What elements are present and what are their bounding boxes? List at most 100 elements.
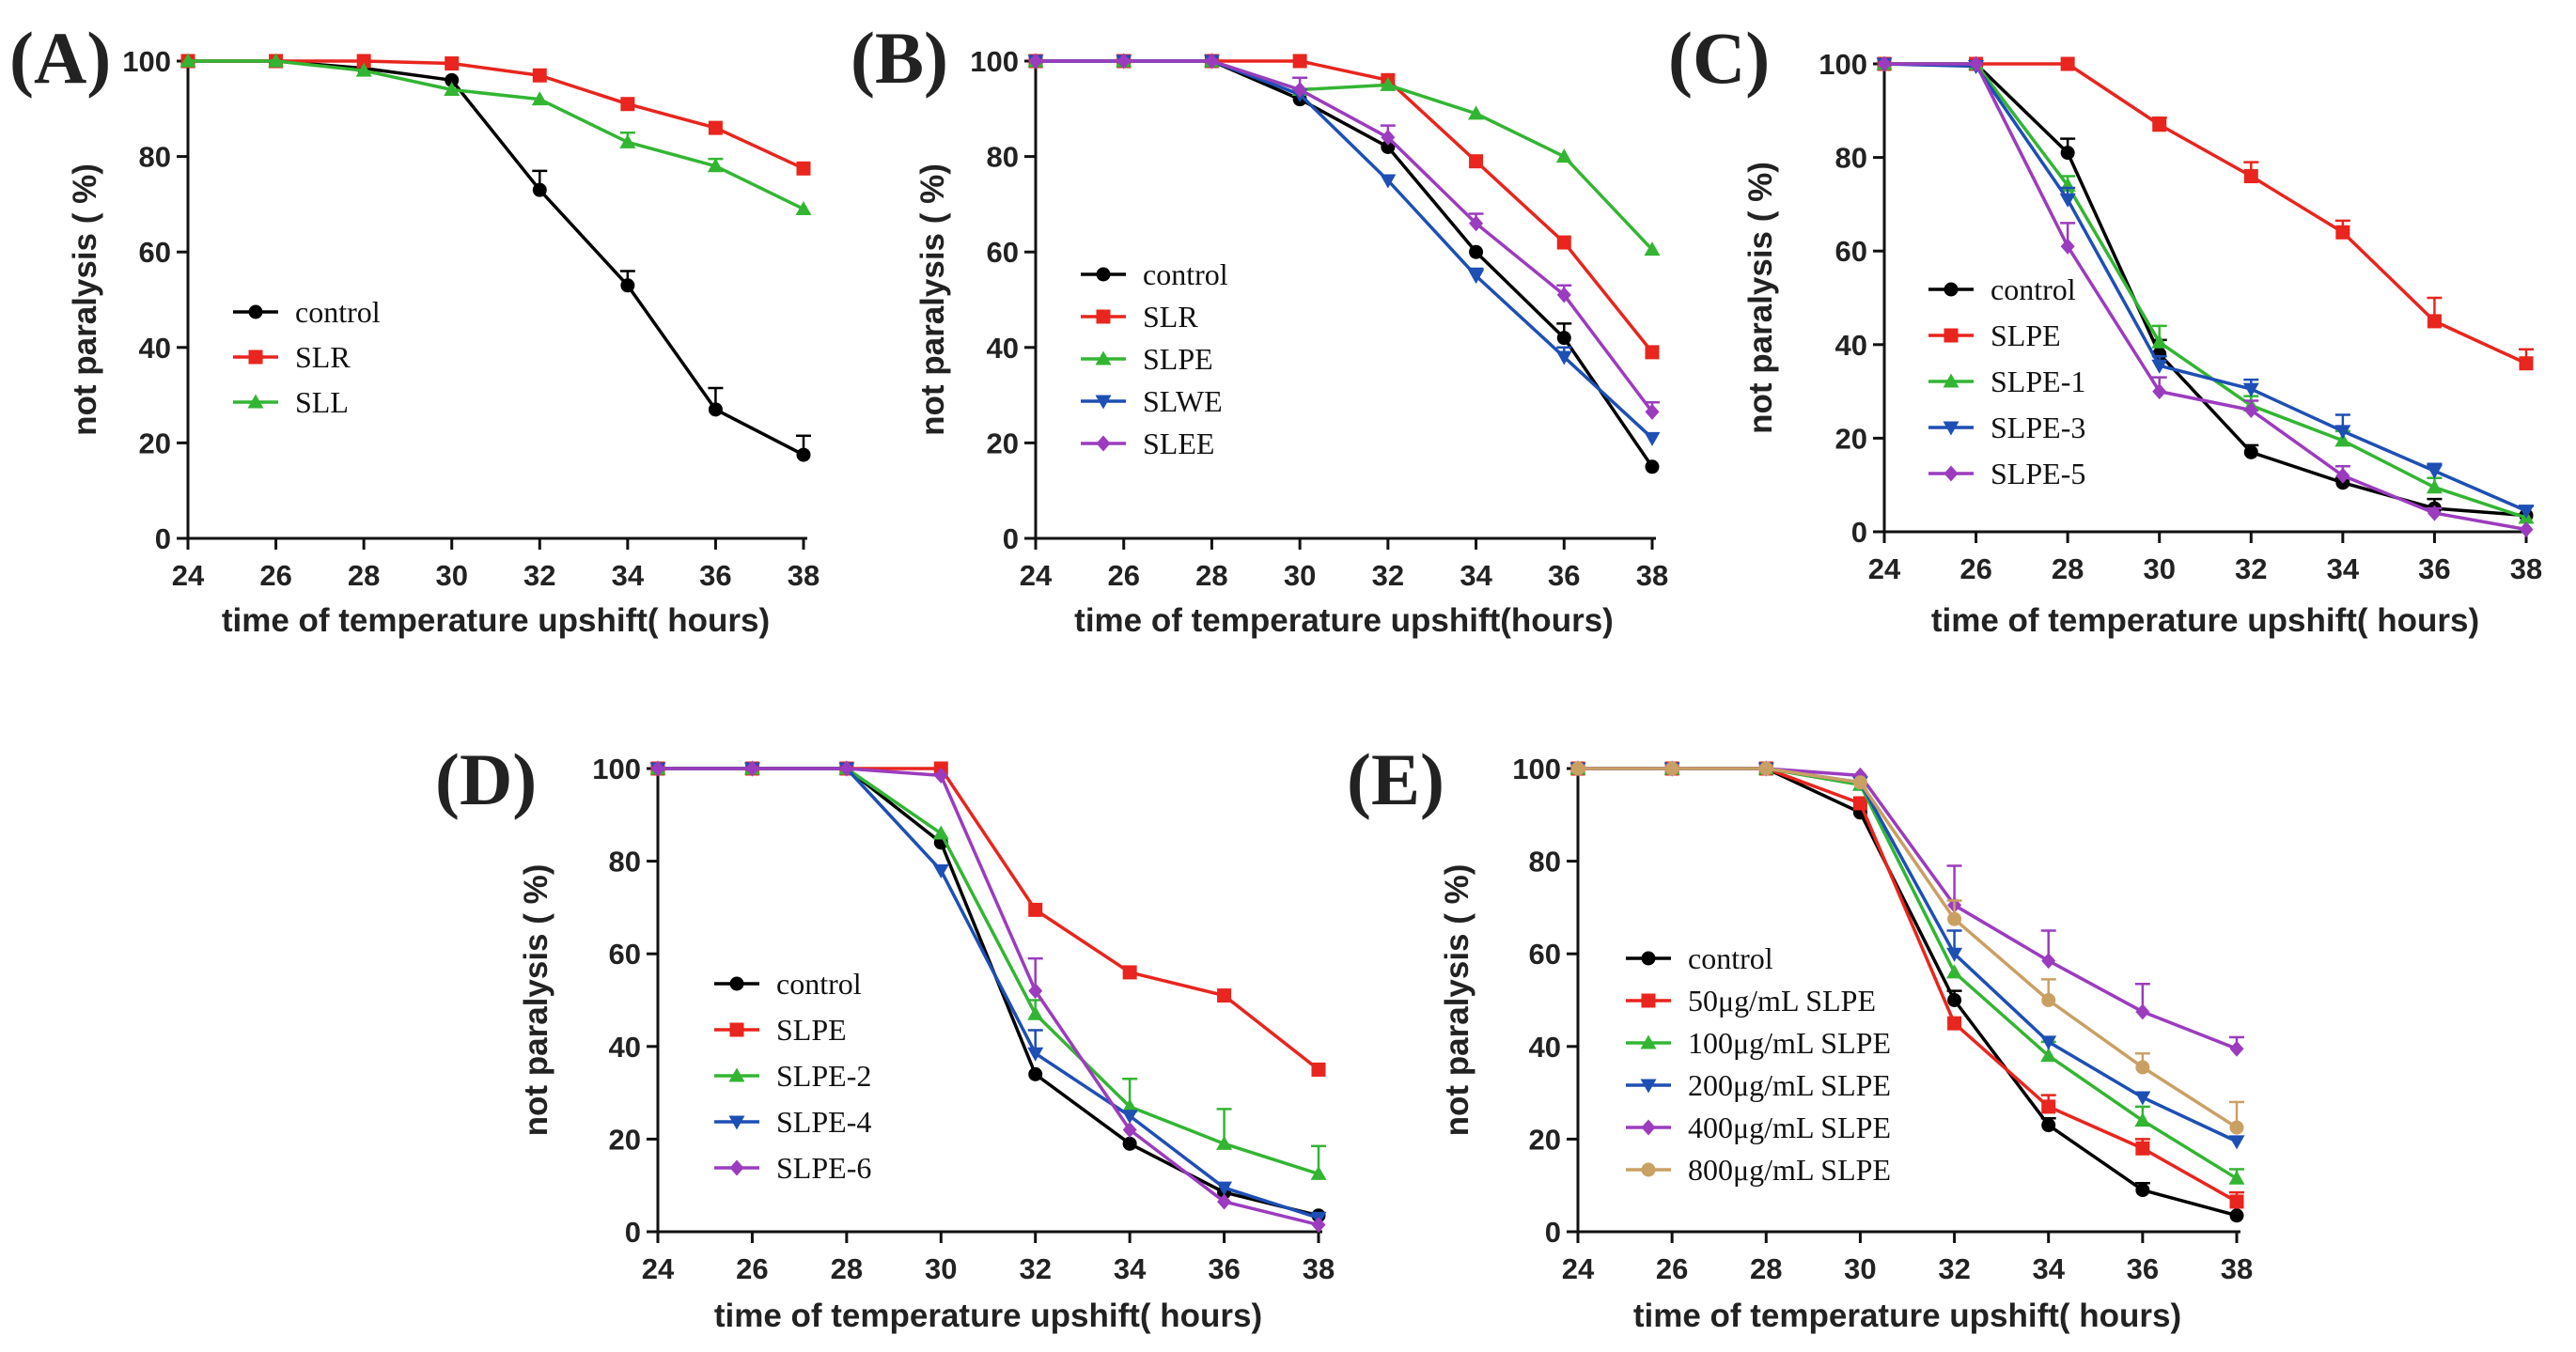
legend-marker (1641, 1162, 1656, 1177)
data-point (1556, 235, 1571, 250)
data-point (1946, 964, 1963, 979)
x-tick-label: 28 (2052, 552, 2084, 585)
x-tick-label: 32 (1938, 1252, 1970, 1285)
data-point (1947, 1016, 1962, 1031)
data-point (2040, 1035, 2057, 1050)
data-point (2060, 56, 2075, 71)
series-slee: SLEE (1028, 53, 1660, 460)
data-point (1947, 911, 1962, 926)
data-point (707, 158, 724, 173)
legend-marker (728, 1067, 745, 1082)
legend-marker (248, 304, 263, 319)
data-point (1380, 76, 1397, 91)
x-tick-label: 32 (2235, 552, 2267, 585)
y-tick-label: 60 (1529, 938, 1561, 971)
series-line (188, 59, 804, 457)
x-tick-label: 32 (1372, 559, 1404, 592)
series-line (1884, 62, 2527, 518)
chart-panel-1: (A) 0 20 40 60 80 100 24 26 28 30 32 34 36 38 time of t… (9, 17, 820, 639)
x-tick-label: 30 (1844, 1252, 1876, 1285)
x-tick-label: 26 (1656, 1252, 1688, 1285)
y-tick-label: 40 (1835, 329, 1867, 362)
legend-marker (1096, 309, 1111, 324)
series-line (1578, 767, 2238, 1143)
x-tick-label: 34 (1114, 1252, 1147, 1285)
data-point (1556, 331, 1571, 346)
legend-marker (1943, 373, 1959, 388)
legend-label: SLL (295, 385, 349, 419)
y-axis-title: not paralysis ( %) (518, 864, 554, 1137)
series-control: control (1877, 56, 2534, 523)
x-tick-label: 24 (642, 1252, 675, 1285)
x-tick-label: 30 (925, 1252, 957, 1285)
data-point (2242, 382, 2259, 397)
data-point (1468, 270, 1485, 285)
series-line (1036, 59, 1654, 468)
panel-label: (C) (1668, 17, 1770, 99)
y-tick-label: 100 (970, 45, 1019, 78)
x-tick-label: 28 (348, 559, 380, 592)
y-tick-label: 40 (1529, 1031, 1561, 1064)
data-point (1645, 345, 1660, 360)
data-point (795, 200, 812, 215)
data-point (1758, 761, 1773, 776)
chart-panel-5: (E) 0 20 40 60 80 100 24 26 28 30 32 34 36 38 time of t… (1347, 738, 2253, 1334)
legend-label: 50μg/mL SLPE (1688, 984, 1876, 1018)
data-point (1216, 1181, 1233, 1196)
data-point (532, 68, 547, 83)
data-point (1027, 1005, 1044, 1020)
x-tick-label: 34 (1460, 559, 1492, 592)
data-point (1216, 1135, 1233, 1150)
data-point (2335, 225, 2350, 240)
data-point (532, 182, 547, 197)
series-line (1578, 767, 2238, 1129)
data-point (708, 120, 723, 135)
data-point (2152, 117, 2167, 132)
y-tick-label: 0 (1545, 1216, 1561, 1249)
x-axis-title: time of temperature upshift( hours) (1931, 602, 2479, 639)
chart-panel-4: (D) 0 20 40 60 80 100 24 26 28 30 32 34 36 38 time of t… (435, 738, 1335, 1334)
legend-marker (247, 394, 264, 409)
legend-marker (1096, 267, 1111, 282)
data-point (1381, 129, 1396, 146)
x-tick-label: 38 (2221, 1252, 2253, 1285)
series-line (1578, 767, 2238, 1180)
data-point (1217, 1193, 1232, 1210)
series-slpe-1: SLPE-1 (1876, 55, 2535, 524)
y-tick-label: 100 (122, 45, 171, 78)
series-line (1036, 59, 1654, 353)
data-point (2060, 146, 2075, 161)
legend-marker (1641, 951, 1656, 966)
series-control: control (1028, 54, 1660, 474)
data-point (1969, 55, 1984, 72)
x-tick-label: 34 (2327, 552, 2360, 585)
data-point (1852, 775, 1867, 790)
legend-marker (248, 350, 263, 365)
data-point (1311, 1062, 1326, 1077)
chart-panel-3: (C) 0 20 40 60 80 100 24 26 28 30 32 34 36 38 time of t… (1668, 17, 2542, 639)
legend-label: control (776, 967, 862, 1001)
legend-label: SLEE (1143, 427, 1214, 460)
legend-label: control (1688, 941, 1773, 975)
data-point (1121, 1098, 1138, 1113)
data-point (1877, 55, 1892, 72)
data-point (2228, 1135, 2245, 1150)
series-line (1036, 59, 1654, 440)
y-tick-label: 40 (139, 332, 171, 365)
data-point (2229, 1194, 2244, 1209)
x-tick-label: 28 (831, 1252, 863, 1285)
data-point (2229, 1120, 2244, 1135)
series-slr: SLR (180, 54, 811, 374)
legend-label: SLPE-4 (776, 1105, 871, 1139)
data-point (708, 402, 723, 417)
legend-marker (1096, 435, 1111, 452)
legend-marker (1944, 282, 1959, 297)
data-point (1556, 287, 1571, 303)
legend-marker (1641, 993, 1656, 1008)
data-point (2334, 425, 2351, 440)
data-point (2229, 1040, 2244, 1057)
x-tick-label: 28 (1750, 1252, 1782, 1285)
legend-marker (729, 1022, 744, 1037)
data-point (1644, 431, 1661, 446)
